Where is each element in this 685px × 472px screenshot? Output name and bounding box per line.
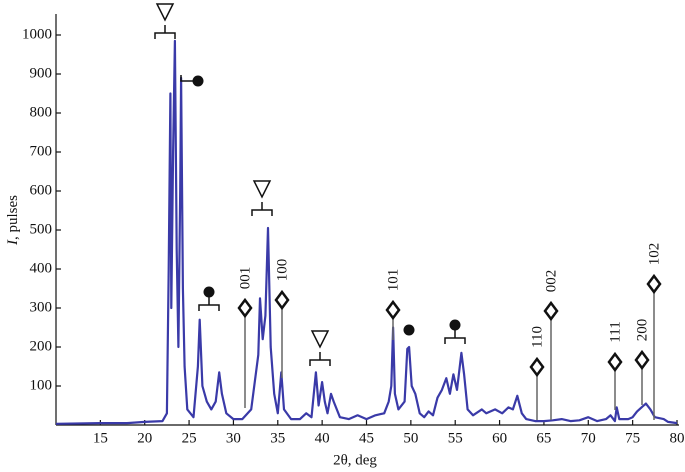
x-tick-label: 80 xyxy=(670,430,685,446)
dot-leader xyxy=(180,75,198,82)
hkl-label: 200 xyxy=(634,319,650,342)
triangle-marker xyxy=(252,180,272,199)
diamond-marker xyxy=(529,356,545,378)
x-tick-label: 55 xyxy=(448,430,463,446)
y-tick-label: 1000 xyxy=(22,26,52,42)
dot-marker xyxy=(449,319,461,331)
triangle-marker xyxy=(155,3,175,22)
diamond-marker xyxy=(543,300,559,322)
hkl-label: 101 xyxy=(385,269,401,292)
xrd-line xyxy=(55,39,678,425)
dot-marker xyxy=(403,324,415,336)
bracket xyxy=(444,330,466,344)
diamond-marker xyxy=(237,297,253,319)
y-tick-label: 400 xyxy=(30,260,53,276)
hkl-label: 100 xyxy=(274,259,290,282)
bracket xyxy=(309,352,331,366)
bracket xyxy=(251,202,273,216)
diamond-marker xyxy=(385,299,401,321)
y-tick-label: 800 xyxy=(30,104,53,120)
diamond-marker xyxy=(607,351,623,373)
y-tick-label: 600 xyxy=(30,182,53,198)
x-tick-label: 60 xyxy=(492,430,507,446)
hkl-label: 001 xyxy=(237,267,253,290)
x-tick-label: 50 xyxy=(403,430,418,446)
y-tick-label: 500 xyxy=(30,221,53,237)
y-tick-label: 100 xyxy=(30,377,53,393)
x-tick-label: 15 xyxy=(93,430,108,446)
x-tick-label: 20 xyxy=(137,430,152,446)
x-tick-label: 65 xyxy=(536,430,551,446)
diamond-marker xyxy=(634,349,650,371)
diamond-marker xyxy=(274,289,290,311)
x-tick-label: 75 xyxy=(625,430,640,446)
dot-marker xyxy=(192,75,204,87)
x-tick-label: 35 xyxy=(270,430,285,446)
hkl-label: 102 xyxy=(646,243,662,266)
y-tick-label: 200 xyxy=(30,338,53,354)
bracket xyxy=(198,297,220,311)
y-tick-label: 300 xyxy=(30,299,53,315)
hkl-label: 110 xyxy=(529,326,545,348)
y-tick-label: 700 xyxy=(30,143,53,159)
y-axis-label: I, pulses xyxy=(5,195,21,246)
x-tick-label: 70 xyxy=(581,430,596,446)
hkl-label: 111 xyxy=(607,321,623,342)
y-tick-label: 900 xyxy=(30,65,53,81)
y-label-unit: , pulses xyxy=(5,195,21,240)
diamond-marker xyxy=(646,273,662,295)
x-tick-label: 30 xyxy=(226,430,241,446)
y-label-symbol: I xyxy=(5,239,21,246)
x-axis-label: 2θ, deg xyxy=(333,452,377,468)
x-tick-label: 40 xyxy=(315,430,330,446)
triangle-marker xyxy=(310,330,330,349)
bracket xyxy=(154,25,176,39)
x-tick-label: 25 xyxy=(182,430,197,446)
dot-marker xyxy=(203,286,215,298)
hkl-label: 002 xyxy=(543,270,559,293)
x-tick-label: 45 xyxy=(359,430,374,446)
